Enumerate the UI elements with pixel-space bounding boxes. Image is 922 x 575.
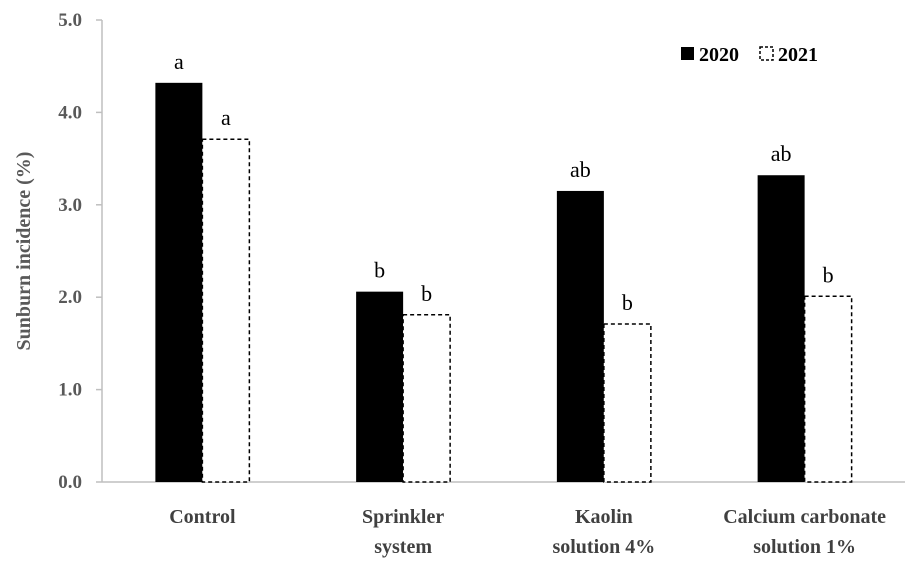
y-tick-label: 3.0 xyxy=(58,195,82,216)
bar-2021 xyxy=(803,295,853,483)
y-tick-label: 5.0 xyxy=(58,10,82,31)
significance-label: b xyxy=(823,262,834,287)
bar-2020 xyxy=(556,190,604,482)
x-category-label: Sprinkler xyxy=(362,506,444,528)
significance-label: ab xyxy=(570,157,591,182)
significance-label: a xyxy=(174,49,184,74)
bar-2020 xyxy=(356,291,404,482)
legend-label-2021: 2021 xyxy=(778,44,818,66)
significance-label: ab xyxy=(771,141,792,166)
y-tick-label: 1.0 xyxy=(58,380,82,401)
significance-label: a xyxy=(221,105,231,130)
legend-swatch-2021 xyxy=(759,46,774,61)
x-category-label: Kaolin xyxy=(575,506,633,528)
y-tick-label: 2.0 xyxy=(58,287,82,308)
significance-label: b xyxy=(374,258,385,283)
legend: 2020 2021 xyxy=(681,44,818,66)
x-category-label: solution 1% xyxy=(753,536,856,558)
x-category-label: system xyxy=(374,536,432,558)
bar-2020 xyxy=(757,175,805,482)
y-tick-label: 4.0 xyxy=(58,102,82,123)
significance-label: b xyxy=(622,290,633,315)
legend-label-2020: 2020 xyxy=(699,44,739,66)
bars-group xyxy=(155,82,853,483)
bar-2021 xyxy=(201,138,251,483)
significance-label: b xyxy=(421,281,432,306)
legend-swatch-2020 xyxy=(681,47,694,60)
category-labels-group: Control Sprinkler system Kaolin solution 4% C… xyxy=(169,506,886,558)
bar-2020 xyxy=(155,82,203,482)
y-axis-label: Sunburn incidence (%) xyxy=(13,152,35,351)
x-category-label: Control xyxy=(169,506,236,528)
bar-2021 xyxy=(402,314,451,483)
x-category-label: solution 4% xyxy=(552,536,655,558)
x-category-label: Calcium carbonate xyxy=(723,506,886,528)
bar-2021 xyxy=(603,323,652,483)
y-tick-label: 0.0 xyxy=(58,472,82,493)
